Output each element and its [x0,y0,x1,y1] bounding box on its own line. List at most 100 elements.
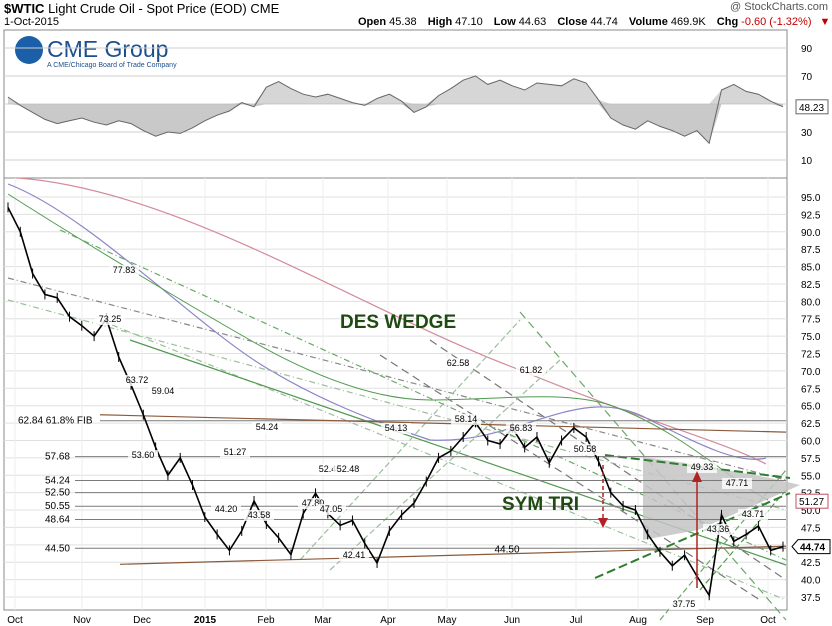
price-tick-label: 62.5 [801,419,821,430]
price-point-label: 62.58 [447,358,470,368]
rsi-plot [7,75,784,145]
logo-tagline: A CME/Chicago Board of Trade Company [47,62,177,69]
price-tick-label: 67.5 [801,384,821,395]
price-point-label: 52.48 [337,464,360,474]
label-background [722,478,752,489]
month-label: Oct [760,615,776,626]
rsi-tick-label: 30 [801,128,813,139]
price-point-label: 56.83 [510,423,533,433]
rsi-overbought-fill [8,76,783,104]
month-label: Mar [314,615,332,626]
support-label: 44.50 [494,544,519,555]
rsi-tick-label: 90 [801,44,813,55]
price-point-label: 43.36 [707,524,730,534]
price-tick-label: 37.5 [801,593,821,604]
label-background [339,550,369,561]
chart-header: $WTIC Light Crude Oil - Spot Price (EOD)… [0,0,832,30]
price-tick-label: 42.5 [801,558,821,569]
price-point-label: 52.40 [319,464,342,474]
level-label: 57.68 [45,452,70,463]
support-line [119,545,787,565]
ma-green-line [7,193,769,501]
moving-averages [7,177,769,501]
ohlc-readout: Open 45.38 High 47.10 Low 44.63 Close 44.74 … [358,16,830,28]
price-point-label: 44.20 [215,504,238,514]
level-label: 48.64 [45,515,70,526]
value-badges: 48.23 51.27 44.74 [791,99,831,555]
chart-title: $WTIC Light Crude Oil - Spot Price (EOD)… [4,1,279,16]
label-background [316,504,346,515]
logo-brand: CME Group [47,36,169,62]
rsi-line [7,75,784,145]
price-tick-label: 55.0 [801,471,821,482]
price-tick-label: 87.5 [801,245,821,256]
high-value: 47.10 [455,16,483,28]
price-tick-label: 50.0 [801,506,821,517]
label-background [516,365,546,376]
price-point-label: 51.27 [224,447,247,457]
price-tick-label: 82.5 [801,280,821,291]
month-label: Jun [504,615,520,626]
instrument-name: Light Crude Oil - Spot Price (EOD) [48,1,247,16]
label-background [738,509,768,520]
price-point-label: 47.71 [726,478,749,488]
label-background [244,510,274,521]
label-background [315,464,345,475]
month-label: Aug [629,615,647,626]
price-point-label: 58.14 [455,414,478,424]
price-point-label: 50.58 [574,444,597,454]
rsi-oversold-fill [8,104,783,144]
label-background [95,314,125,325]
rsi-tick-label: 10 [801,156,813,167]
price-tick-label: 72.5 [801,350,821,361]
price-point-label: 43.58 [248,510,271,520]
volume-value: 469.9K [670,16,706,28]
fib-line [99,414,787,433]
label-background [443,358,473,369]
globe-icon [15,36,43,64]
trend-line [7,277,787,481]
close-label: Close [557,16,588,28]
close-value: 44.74 [590,16,618,28]
ma-value-badge [795,493,829,509]
triangle-annotation: SYM TRI [502,494,579,515]
label-background [506,423,536,434]
change-label: Chg [716,16,739,28]
ma-red-line [17,177,767,465]
chart-date: 1-Oct-2015 [4,16,60,28]
price-tick-label: 60.0 [801,436,821,447]
price-panel-frame [3,177,788,611]
trend-line [429,339,787,581]
label-background [381,423,411,434]
price-tick-label: 75.0 [801,332,821,343]
low-value: 44.63 [518,16,547,28]
price-tick-label: 57.5 [801,454,821,465]
horizontal-levels: 62.84 61.8% FIB57.6854.2452.5050.5548.64… [18,414,787,565]
label-background [570,444,600,455]
triangle-lower-line [594,492,791,579]
trend-line [379,354,761,601]
label-background [211,504,241,515]
change-value: -0.60 (-1.32%) [741,16,812,28]
label-background [220,447,250,458]
rsi-value-label: 48.23 [799,103,824,114]
month-label: Nov [73,615,91,626]
month-label: May [438,615,457,626]
trend-line [519,311,787,621]
date-axis: Oct Nov Dec 2015 Feb Mar Apr May Jun Jul Aug Sep Oct [7,615,776,626]
price-point-label: 43.71 [742,509,765,519]
price-point-label: 77.83 [113,265,136,275]
label-background [128,450,158,461]
month-label: 2015 [194,615,217,626]
ticker-symbol: $WTIC [4,1,45,16]
price-point-label: 54.24 [256,422,279,432]
label-background [703,524,733,535]
price-point-label: 47.05 [320,504,343,514]
label-background [669,599,699,610]
open-label: Open [358,16,387,28]
month-label: Oct [7,615,23,626]
price-tick-label: 77.5 [801,315,821,326]
volume-label: Volume [628,16,668,28]
label-background [451,414,481,425]
